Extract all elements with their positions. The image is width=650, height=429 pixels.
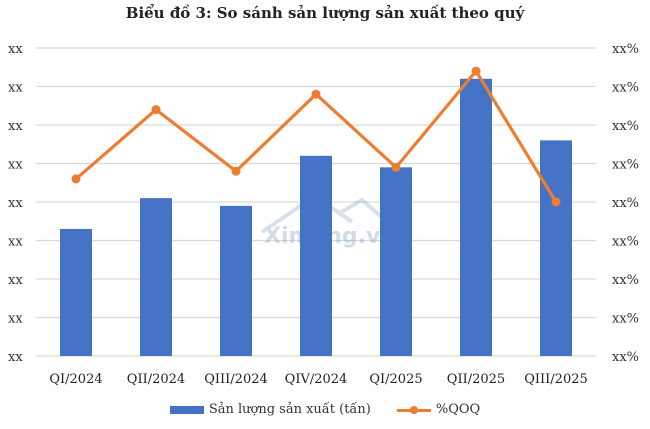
bar: [140, 198, 172, 356]
bar: [220, 205, 252, 356]
bar-swatch-icon: [169, 405, 204, 414]
left-axis-tick: xx: [8, 196, 23, 211]
bar: [380, 167, 412, 356]
left-axis-tick: xx: [8, 350, 23, 365]
bar: [460, 78, 492, 357]
left-axis-tick: xx: [8, 119, 23, 134]
chart-plot: xx xx% xx xx% xx xx% xx xx% xx xx% xx xx% xx xx% xx xx%…: [8, 42, 639, 387]
qoq-marker: [551, 197, 561, 207]
chart-title: Biểu đồ 3: So sánh sản lượng sản xuất th…: [125, 4, 525, 22]
x-axis-label: QIV/2024: [285, 372, 348, 387]
right-axis-tick: xx%: [612, 350, 639, 365]
left-axis-tick: xx: [8, 312, 23, 327]
qoq-marker: [471, 66, 481, 76]
left-axis-tick: xx: [8, 235, 23, 250]
qoq-marker: [71, 174, 81, 184]
right-axis-tick: xx%: [612, 119, 639, 134]
line-marker-swatch-icon: [396, 404, 431, 416]
left-axis-tick: xx: [8, 81, 23, 96]
right-axis-tick: xx%: [612, 312, 639, 327]
qoq-marker: [231, 166, 241, 176]
right-axis-tick: xx%: [612, 273, 639, 288]
x-axis-label: QI/2024: [49, 372, 102, 387]
right-axis-tick: xx%: [612, 196, 639, 211]
right-axis-tick: xx%: [612, 235, 639, 250]
right-axis-tick: xx%: [612, 42, 639, 57]
left-axis-tick: xx: [8, 273, 23, 288]
legend-item-production: Sản lượng sản xuất (tấn): [169, 402, 371, 417]
x-axis-label: QI/2025: [369, 372, 422, 387]
legend-label-qoq: %QOQ: [435, 402, 481, 417]
left-axis-tick: xx: [8, 158, 23, 173]
qoq-marker: [151, 105, 161, 115]
qoq-marker: [391, 162, 401, 172]
bar: [60, 228, 92, 356]
legend-label-production: Sản lượng sản xuất (tấn): [208, 402, 371, 417]
right-axis-tick: xx%: [612, 158, 639, 173]
bar: [300, 155, 332, 356]
legend: Sản lượng sản xuất (tấn) %QOQ: [0, 402, 650, 417]
x-axis-label: QII/2025: [447, 372, 505, 387]
legend-item-qoq: %QOQ: [396, 402, 481, 417]
left-axis-tick: xx: [8, 42, 23, 57]
x-axis-label: QII/2024: [127, 372, 185, 387]
x-axis-label: QIII/2025: [524, 372, 588, 387]
bar: [540, 140, 572, 356]
qoq-marker: [311, 89, 321, 99]
right-axis-tick: xx%: [612, 81, 639, 96]
x-axis-label: QIII/2024: [204, 372, 268, 387]
